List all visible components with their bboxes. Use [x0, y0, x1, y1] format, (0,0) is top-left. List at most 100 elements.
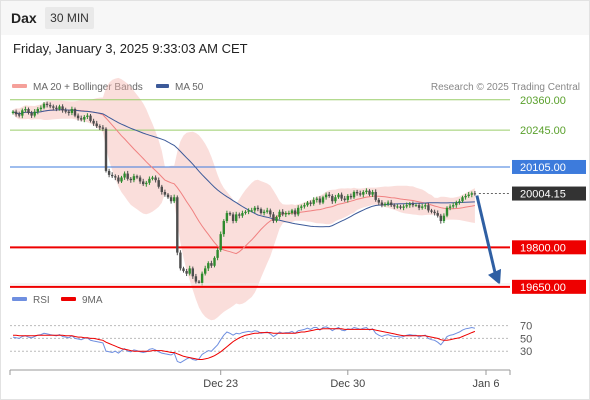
candle-body [18, 114, 21, 116]
candle-body [464, 195, 467, 198]
pivot-label-box [512, 159, 586, 174]
candle-body [461, 197, 464, 202]
candle-body [213, 257, 216, 266]
candle-body [148, 178, 151, 183]
candle-body [346, 195, 349, 200]
candle-body [120, 177, 123, 182]
resistance-label: 20360.00 [520, 95, 566, 107]
rsi-tick-label: 50 [520, 333, 532, 345]
rsi-ma-line [13, 328, 476, 360]
candle-body [188, 268, 191, 274]
candle-body [352, 192, 356, 198]
candle-body [222, 220, 225, 235]
ma20-legend-label: MA 20 + Bollinger Bands [33, 82, 143, 93]
chart-datetime: Friday, January 3, 2025 9:33:03 AM CET [13, 41, 248, 56]
candle-body [393, 205, 396, 207]
rsi-legend-label: RSI [33, 295, 50, 306]
candle-body [241, 213, 244, 216]
candle-body [315, 198, 318, 200]
support-label: 19650.00 [520, 282, 566, 294]
candle-body [324, 194, 328, 198]
candle-body [104, 128, 108, 171]
candle-body [64, 110, 67, 112]
support-label: 19800.00 [520, 242, 566, 254]
candle-body [436, 213, 439, 216]
candle-body [396, 206, 399, 208]
instrument-title: Dax [11, 10, 37, 26]
candle-body [30, 112, 33, 116]
candle-body [169, 197, 173, 202]
forecast-arrow-shaft [475, 195, 498, 278]
candle-body [107, 170, 111, 175]
candle-body [49, 105, 52, 107]
candle-body [14, 111, 18, 115]
candle-body [45, 103, 49, 106]
x-tick-label: Dec 30 [330, 378, 365, 390]
candle-body [36, 109, 39, 112]
support-label-box [512, 240, 586, 255]
candle-body [132, 176, 136, 181]
x-tick-label: Dec 23 [203, 378, 238, 390]
candle-body [359, 193, 362, 195]
candle-body [111, 174, 114, 177]
candle-body [21, 110, 24, 116]
candle-body [371, 192, 374, 195]
candle-body [374, 192, 377, 200]
candle-body [399, 206, 402, 208]
candle-body [61, 106, 64, 111]
candle-body [238, 214, 241, 216]
candle-body [368, 190, 371, 195]
candle-body [42, 103, 46, 108]
candle-body [101, 127, 105, 129]
candle-body [216, 249, 219, 258]
candle-body [253, 207, 256, 211]
candle-body [262, 211, 266, 214]
candle-body [191, 268, 194, 277]
support-label-box [512, 279, 586, 294]
rsi-line [12, 326, 476, 364]
pivot-label: 20105.00 [520, 162, 566, 174]
candle-body [235, 214, 238, 221]
candle-body [448, 206, 452, 208]
candle-body [445, 207, 449, 216]
candle-body [210, 263, 213, 266]
rsi-lines [12, 326, 476, 364]
candle-body [328, 194, 331, 196]
candle-body [269, 210, 272, 215]
candle-body [135, 176, 139, 178]
candle-body [439, 215, 442, 221]
candle-body [386, 202, 390, 204]
candle-body [433, 211, 436, 214]
level-labels: 20360.00 20245.00 20105.00 20004.15 19800.00… [512, 95, 586, 294]
candle-body [204, 268, 207, 274]
candle-body [402, 206, 405, 208]
x-axis-ticks: Dec 23 Dec 30 Jan 6 [9, 370, 511, 390]
candle-body [98, 126, 101, 128]
candle-body [83, 116, 86, 120]
candle-body [417, 205, 421, 208]
candle-body [67, 111, 70, 113]
candle-body [154, 177, 157, 181]
candle-body [470, 193, 473, 195]
candle-body [138, 177, 142, 182]
ma20-legend-swatch [12, 84, 27, 88]
candle-body [126, 173, 129, 179]
candle-body [312, 199, 315, 204]
x-tick-label: Jan 6 [473, 378, 500, 390]
candle-body [473, 193, 477, 195]
candle-body [424, 205, 427, 207]
candle-body [228, 213, 232, 215]
candle-body [380, 202, 384, 206]
timeframe-button[interactable]: 30 MIN [45, 7, 94, 29]
moving-averages [12, 109, 475, 255]
candle-body [365, 190, 368, 192]
candle-body [58, 106, 61, 110]
candle-body [278, 211, 281, 218]
candle-body [343, 198, 346, 200]
candle-body [182, 268, 185, 272]
candle-body [197, 281, 201, 283]
candle-body [272, 214, 275, 221]
candle-body [185, 271, 188, 274]
candle-body [284, 213, 287, 215]
candle-body [318, 198, 322, 203]
